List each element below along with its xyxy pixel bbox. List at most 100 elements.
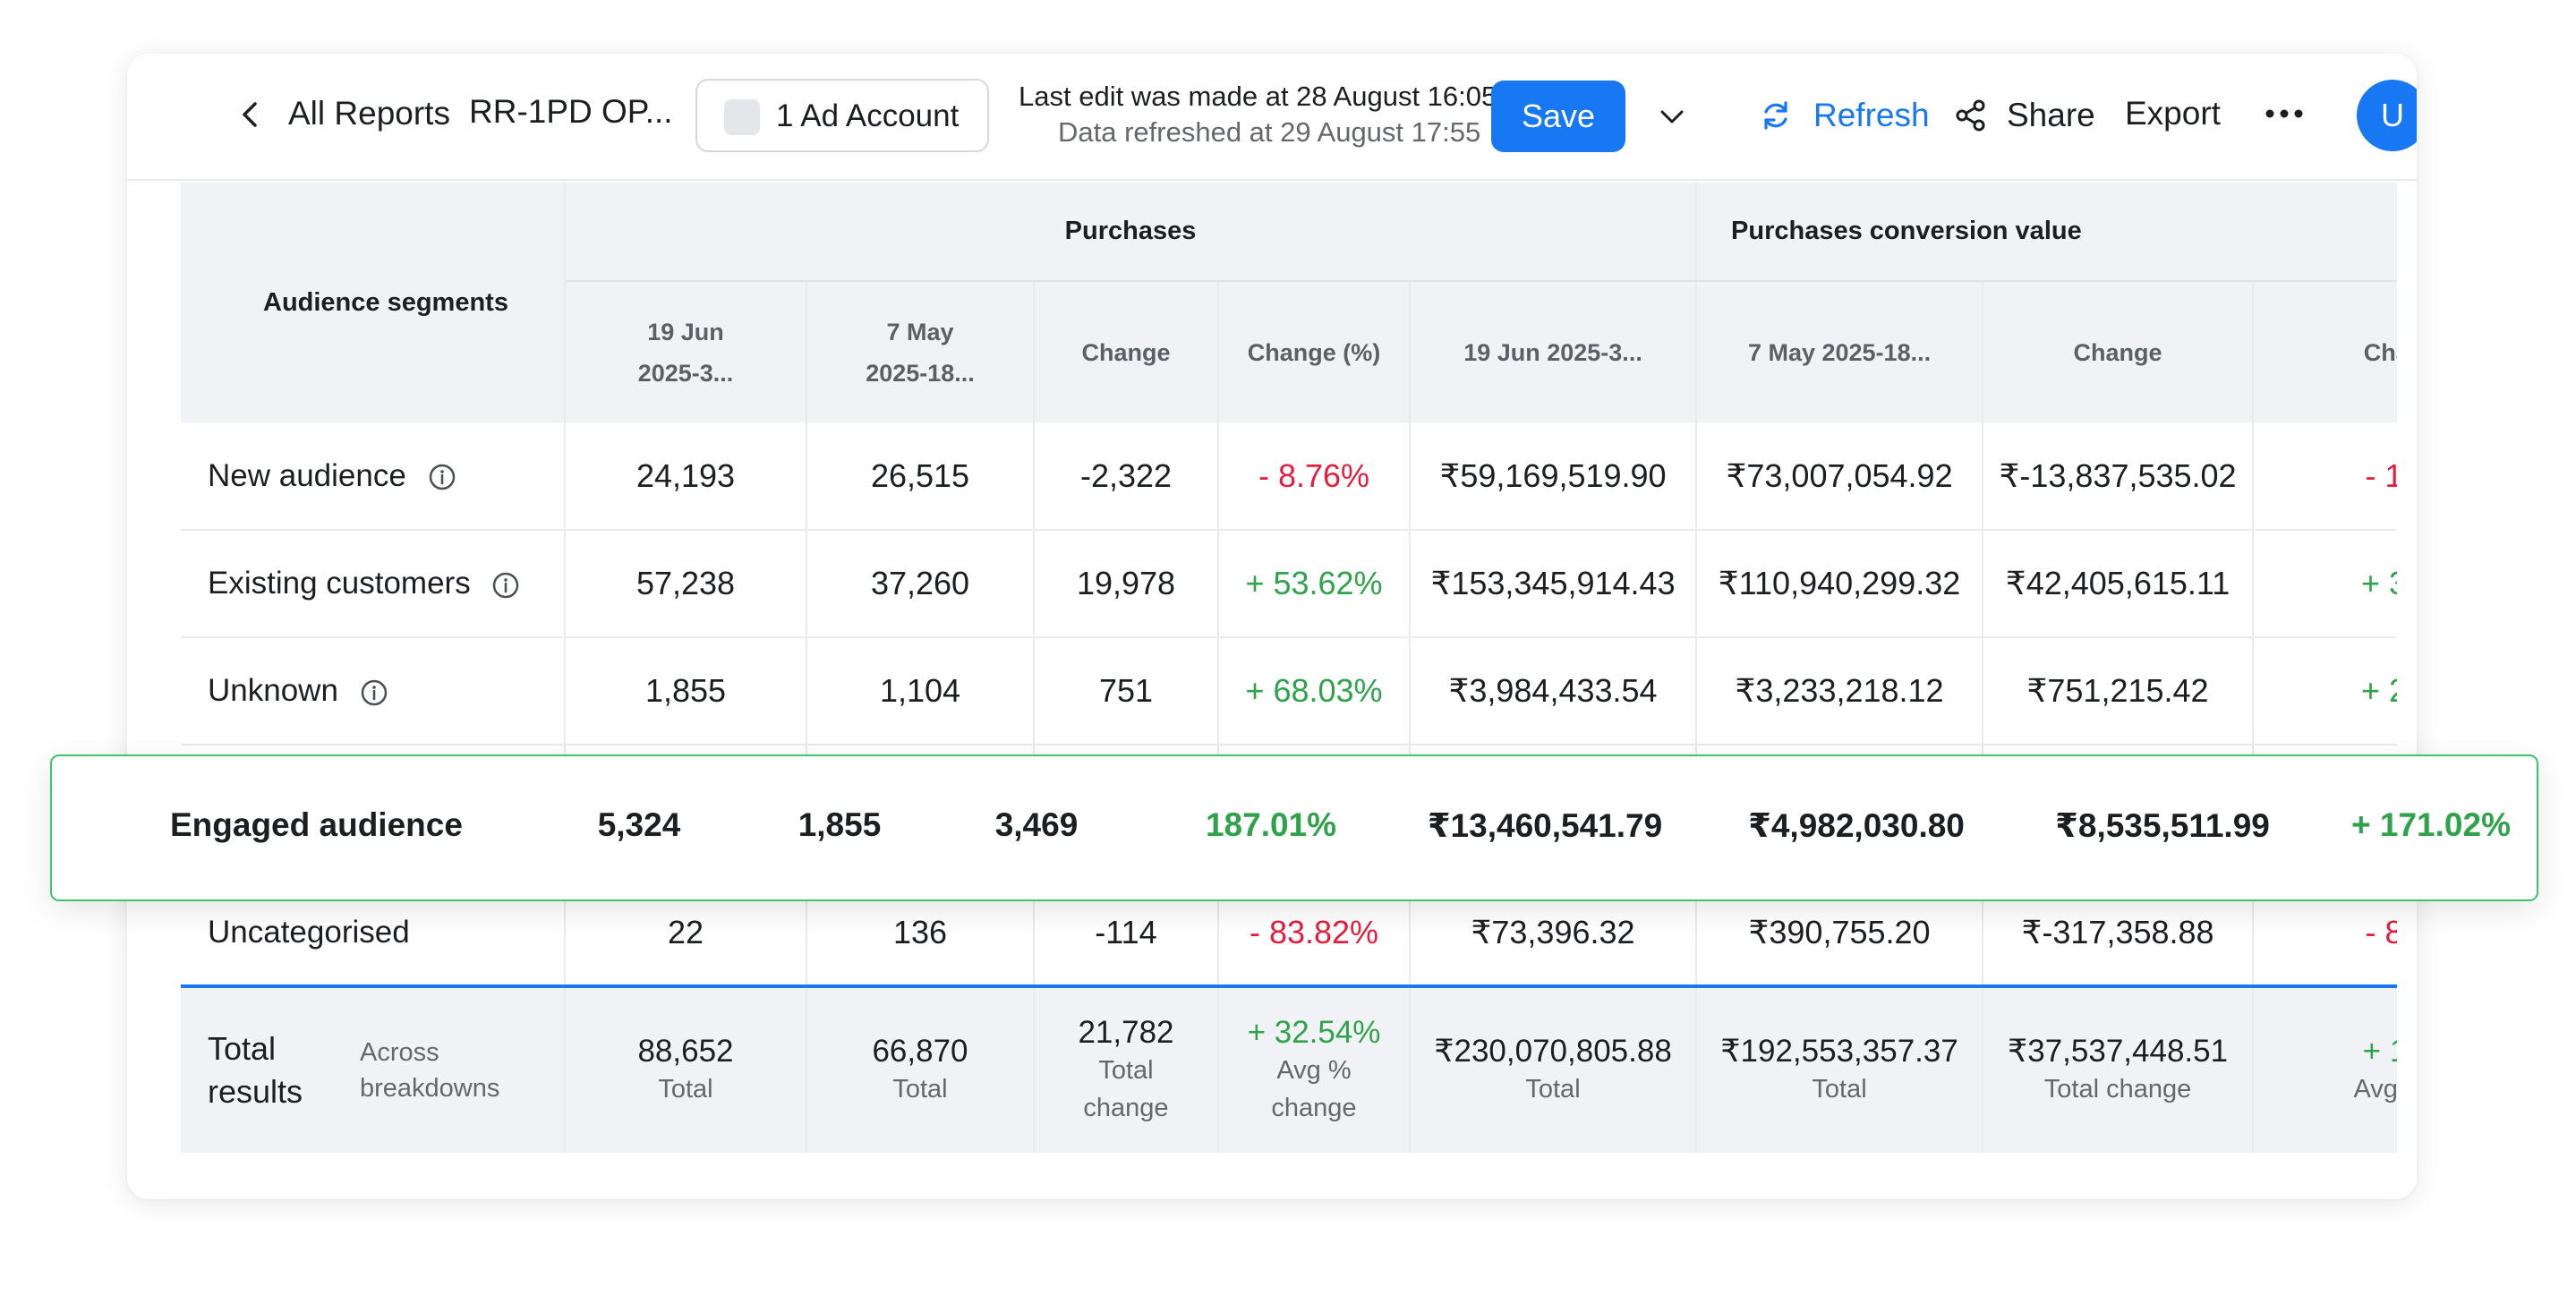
cell-change-pct: + 38.22 [2253,530,2397,638]
column-group-purchases: Purchases [565,183,1698,282]
share-icon [1956,99,1985,132]
column-header-purchases-current[interactable]: 19 Jun 2025-3... [565,281,807,422]
cell-change-pct: + 53.62% [1218,530,1411,638]
total-value: 88,652 [637,1034,734,1069]
cell-value: 26,515 [806,422,1035,531]
total-cell: 66,870 Total [806,986,1035,1153]
cell-value: ₹3,233,218.12 [1696,637,1984,746]
cell-value: ₹-13,837,535.02 [1983,422,2255,531]
data-refreshed-text: Data refreshed at 29 August 17:55 [1058,116,1481,148]
total-caption: Avg % [1276,1056,1352,1085]
refresh-button[interactable]: Refresh [1758,93,1930,138]
info-icon[interactable] [428,463,456,491]
all-reports-link[interactable]: All Reports [288,95,450,132]
total-change-pct: + 19.50 [2362,1034,2397,1069]
column-header-purchases-change[interactable]: Change [1034,281,1219,422]
report-toolbar: All Reports RR-1PD OP... 1 Ad Account La… [127,54,2417,181]
cell-value: 37,260 [806,530,1035,638]
segment-label: Uncategorised [208,914,410,950]
total-caption: Avg % cha [2353,1075,2397,1104]
column-header-line: 19 Jun [647,318,724,345]
total-label: Total results [208,1030,303,1110]
cell-change-pct: + 23.23 [2253,637,2397,746]
total-caption: change [1271,1094,1357,1122]
segment-cell: New audience [181,422,566,531]
account-checkbox-icon [724,99,760,135]
info-icon[interactable] [491,571,520,600]
back-chevron-icon[interactable] [233,97,269,132]
table-row-total: Total results Across breakdowns 88,652 T… [181,986,2397,1153]
total-caption: change [1083,1094,1169,1122]
cell-value: 751 [1034,637,1219,746]
highlight-value: ₹13,460,541.79 [1427,807,1663,844]
highlight-value: ₹8,535,511.99 [2055,807,2270,844]
info-icon[interactable] [360,678,388,707]
total-change-pct: + 32.54% [1247,1015,1381,1050]
total-sublabel: Across breakdowns [360,1038,500,1103]
total-value: 66,870 [872,1034,968,1069]
column-header-purchases-previous[interactable]: 7 May 2025-18... [806,281,1035,422]
total-cell: ₹230,070,805.88 Total [1410,986,1698,1153]
table-row-existing-customers[interactable]: Existing customers 57,238 37,260 19,978 … [181,530,2397,638]
total-caption: Total [1098,1056,1154,1085]
cell-value: 57,238 [565,530,807,638]
save-button[interactable]: Save [1491,81,1625,152]
segment-label: Unknown [208,673,338,708]
export-button[interactable]: Export [2125,95,2221,132]
cell-value: ₹59,169,519.90 [1410,422,1698,531]
cell-value: 1,104 [806,637,1035,746]
report-table-container[interactable]: Audience segments Purchases Purchases co… [181,183,2397,1189]
total-cell: 21,782 Total change [1034,986,1219,1153]
total-cell: ₹37,537,448.51 Total change [1983,986,2255,1153]
cell-value: ₹42,405,615.11 [1983,530,2255,638]
cell-change-pct: - 8.76% [1218,422,1411,531]
share-label: Share [2007,97,2095,133]
ad-account-selector[interactable]: 1 Ad Account [695,79,989,152]
more-options-icon[interactable] [2257,100,2311,127]
user-avatar[interactable]: U [2357,80,2417,151]
last-edit-text: Last edit was made at 28 August 16:05 [1019,81,1497,112]
table-row-new-audience[interactable]: New audience 24,193 26,515 -2,322 - 8.76… [181,422,2397,531]
refresh-label: Refresh [1813,97,1930,133]
column-header-value-previous[interactable]: 7 May 2025-18... [1696,281,1984,422]
column-header-line: 7 May [886,318,954,345]
refresh-icon [1764,101,1787,130]
cell-change-pct: + 68.03% [1218,637,1411,746]
column-header-value-change[interactable]: Change [1983,281,2255,422]
column-header-audience-segments[interactable]: Audience segments [181,183,566,422]
report-card: All Reports RR-1PD OP... 1 Ad Account La… [127,54,2417,1199]
cell-value: -2,322 [1034,422,1219,531]
highlighted-row-engaged-audience[interactable]: Engaged audience 5,324 1,855 3,469 187.0… [50,754,2538,901]
report-table: Audience segments Purchases Purchases co… [181,183,2397,1153]
total-cell: ₹192,553,357.37 Total [1696,986,1984,1153]
segment-label: Existing customers [208,566,471,601]
total-cell: 88,652 Total [565,986,807,1153]
highlight-segment-label: Engaged audience [170,806,463,843]
column-header-purchases-change-pct[interactable]: Change (%) [1218,281,1411,422]
highlight-change-pct: + 171.02% [2351,806,2511,843]
table-row-unknown[interactable]: Unknown 1,855 1,104 751 + 68.03% ₹3,984,… [181,637,2397,746]
chevron-down-icon[interactable] [1654,98,1690,134]
highlight-value: 3,469 [994,806,1079,843]
total-caption: Total [1812,1075,1867,1104]
total-value: ₹230,070,805.88 [1434,1034,1672,1069]
report-name[interactable]: RR-1PD OP... [469,93,673,130]
total-value: ₹37,537,448.51 [2007,1034,2229,1069]
cell-value: ₹110,940,299.32 [1696,530,1984,638]
highlight-value: 1,855 [798,806,882,843]
total-label-cell: Total results Across breakdowns [181,986,566,1153]
total-caption: Total [658,1075,713,1104]
column-header-value-change-pct[interactable]: Change ( [2253,281,2397,422]
highlight-value: ₹4,982,030.80 [1748,807,1965,844]
cell-value: ₹3,984,433.54 [1410,637,1698,746]
column-header-value-current[interactable]: 19 Jun 2025-3... [1410,281,1698,422]
column-header-line: 2025-3... [637,359,734,387]
total-value: ₹192,553,357.37 [1720,1034,1958,1069]
total-cell: + 32.54% Avg % change [1218,986,1411,1153]
highlight-change-pct: 187.01% [1205,806,1337,843]
total-caption: Total change [2043,1075,2192,1104]
share-button[interactable]: Share [1953,93,2095,138]
ad-account-label: 1 Ad Account [776,98,960,133]
column-header-line: 2025-18... [866,359,975,387]
cell-value: 24,193 [565,422,807,531]
